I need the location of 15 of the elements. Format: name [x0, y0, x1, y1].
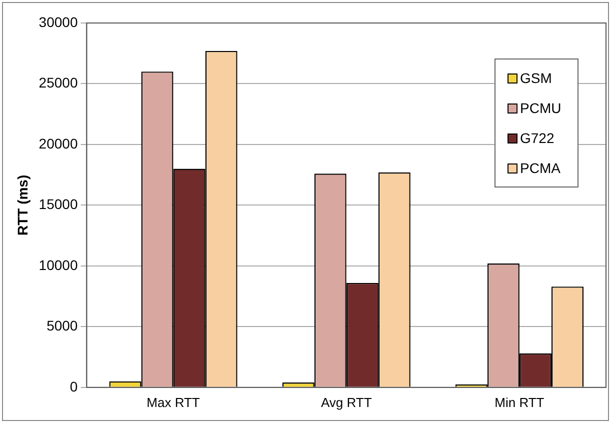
- legend-label: PCMA: [520, 160, 562, 176]
- y-tick-label: 5000: [46, 318, 78, 334]
- y-tick-label: 20000: [38, 135, 78, 152]
- y-tick-label: 0: [70, 378, 78, 394]
- x-tick-label: Min RTT: [494, 394, 544, 410]
- y-tick-label: 15000: [38, 196, 78, 212]
- legend-label: GSM: [520, 70, 552, 86]
- legend-label: PCMU: [520, 100, 562, 116]
- x-tick-label: Avg RTT: [320, 394, 372, 410]
- y-tick-label: 10000: [38, 256, 78, 273]
- x-tick-label: Max RTT: [146, 394, 200, 410]
- y-tick-label: 30000: [38, 14, 78, 30]
- y-axis-title: RTT (ms): [14, 174, 30, 236]
- y-tick-label: 25000: [38, 74, 78, 91]
- legend-label: G722: [520, 130, 554, 146]
